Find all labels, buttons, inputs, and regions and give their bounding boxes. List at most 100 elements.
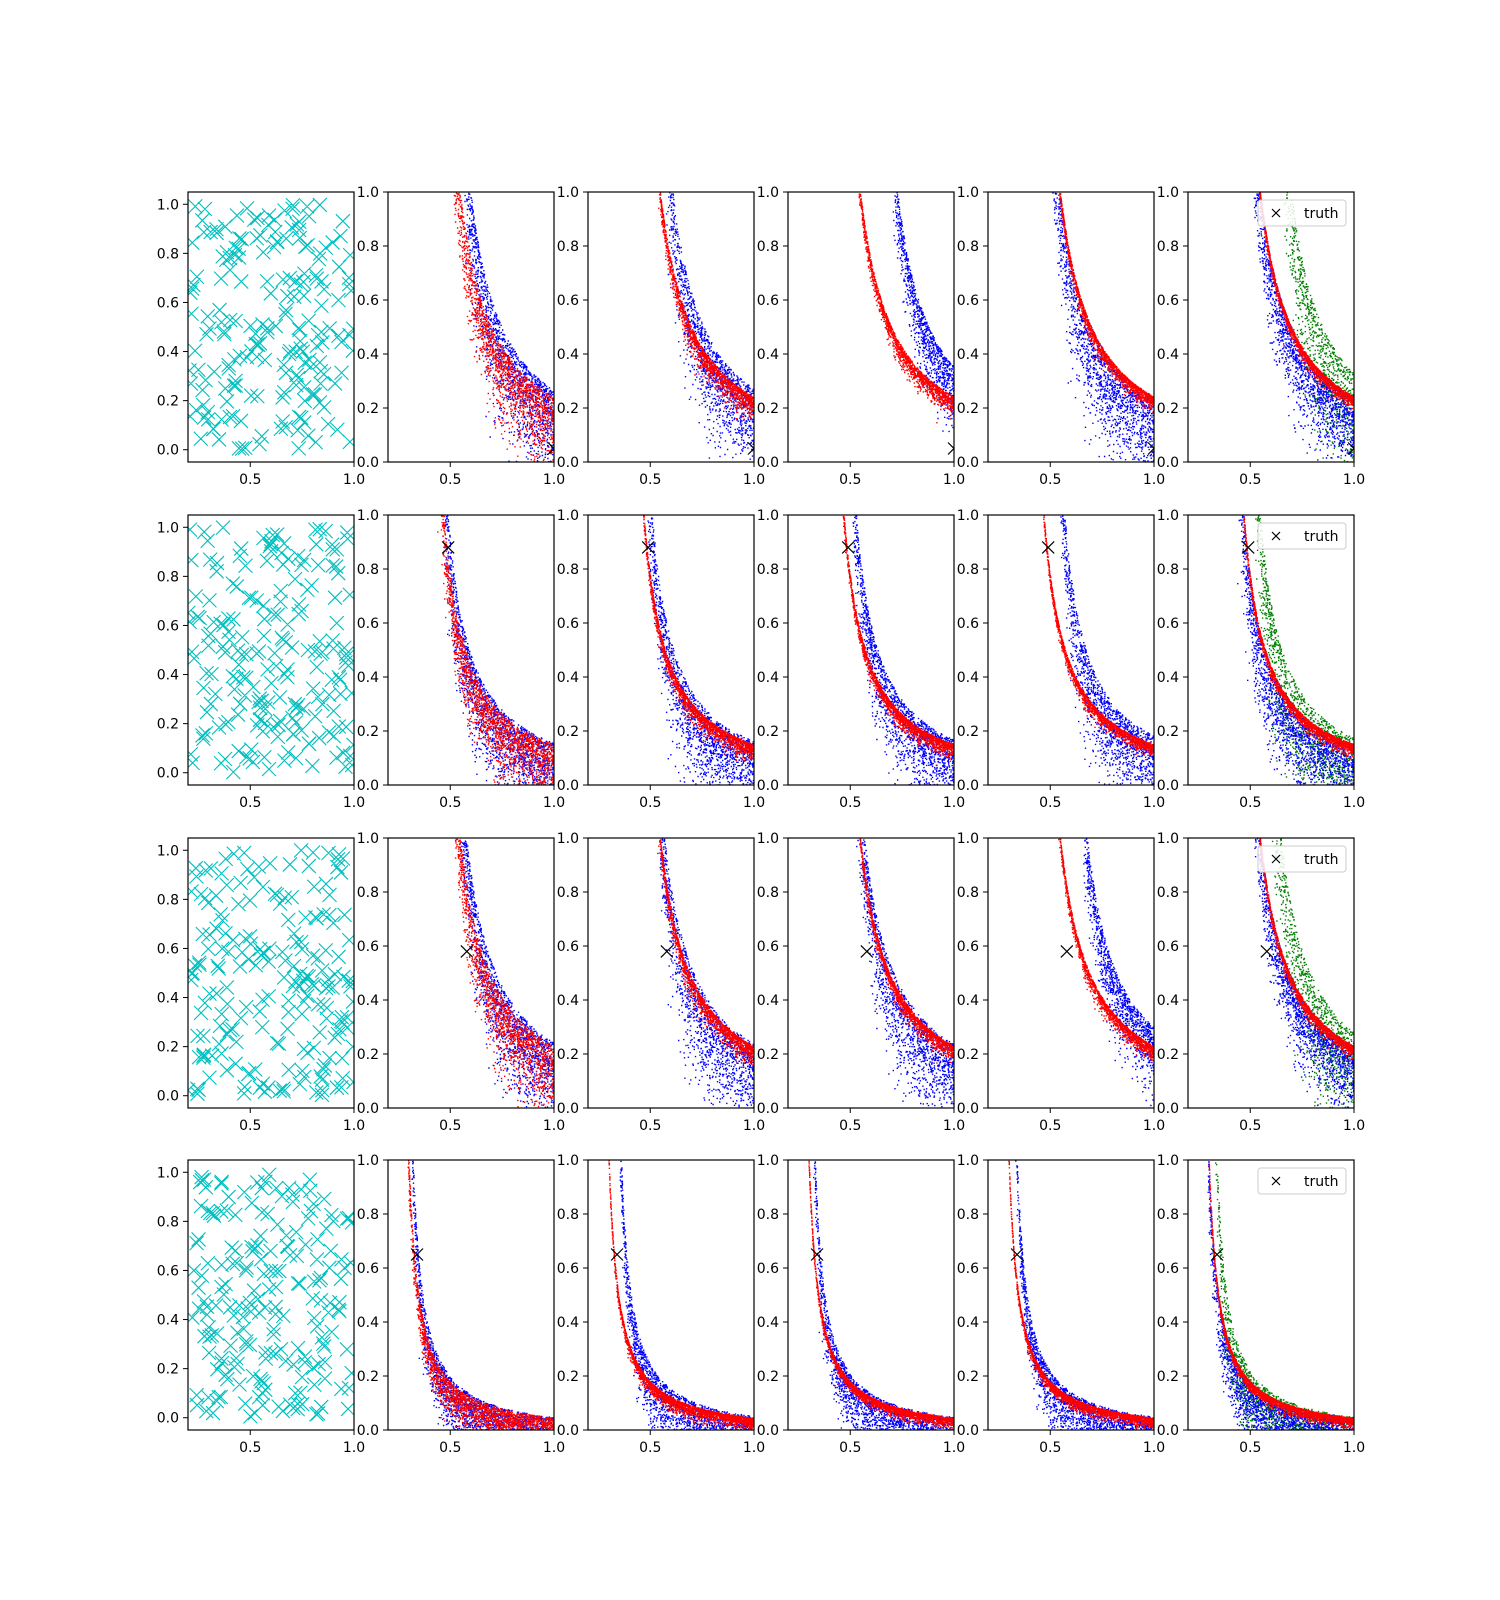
x-tick-label: 1.0 [543, 1118, 565, 1134]
x-tick-label: 1.0 [543, 795, 565, 811]
y-tick-label: 0.0 [157, 443, 179, 459]
y-tick-label: 0.0 [757, 455, 779, 471]
x-tick-label: 0.5 [1039, 795, 1061, 811]
y-tick-label: 0.2 [557, 1047, 579, 1063]
legend-label: truth [1304, 206, 1338, 222]
y-tick-label: 0.6 [357, 293, 379, 309]
x-tick-label: 1.0 [543, 1440, 565, 1456]
y-tick-label: 1.0 [157, 1165, 179, 1181]
y-tick-label: 0.4 [757, 993, 779, 1009]
y-tick-label: 0.8 [557, 239, 579, 255]
y-tick-label: 0.6 [1157, 293, 1179, 309]
y-tick-label: 0.6 [757, 1261, 779, 1277]
x-tick-label: 1.0 [343, 1118, 365, 1134]
y-tick-label: 0.2 [957, 724, 979, 740]
y-tick-label: 0.0 [557, 1423, 579, 1439]
y-tick-label: 1.0 [557, 1153, 579, 1169]
y-tick-label: 1.0 [557, 185, 579, 201]
x-tick-label: 1.0 [943, 472, 965, 488]
y-tick-label: 1.0 [757, 1153, 779, 1169]
y-tick-label: 0.6 [957, 293, 979, 309]
y-tick-label: 0.0 [957, 778, 979, 794]
x-tick-label: 0.5 [639, 472, 661, 488]
y-tick-label: 0.8 [157, 892, 179, 908]
y-tick-label: 0.8 [557, 562, 579, 578]
y-tick-label: 0.4 [157, 991, 179, 1007]
y-tick-label: 0.0 [357, 1423, 379, 1439]
x-tick-label: 0.5 [839, 1440, 861, 1456]
y-tick-label: 0.2 [957, 1369, 979, 1385]
y-tick-label: 0.6 [357, 616, 379, 632]
y-tick-label: 0.2 [357, 1047, 379, 1063]
y-tick-label: 0.0 [157, 766, 179, 782]
y-tick-label: 0.4 [157, 345, 179, 361]
y-tick-label: 0.6 [557, 939, 579, 955]
y-tick-label: 0.4 [957, 1315, 979, 1331]
y-tick-label: 0.0 [357, 1101, 379, 1117]
y-tick-label: 0.4 [357, 993, 379, 1009]
y-tick-label: 0.6 [157, 1263, 179, 1279]
y-tick-label: 0.4 [757, 1315, 779, 1331]
y-tick-label: 0.8 [357, 239, 379, 255]
x-tick-label: 0.5 [239, 1118, 261, 1134]
y-tick-label: 0.8 [757, 239, 779, 255]
legend-label: truth [1304, 1174, 1338, 1190]
y-tick-label: 0.4 [1157, 993, 1179, 1009]
y-tick-label: 0.8 [557, 1207, 579, 1223]
y-tick-label: 0.2 [357, 401, 379, 417]
x-tick-label: 1.0 [1143, 1118, 1165, 1134]
y-tick-label: 1.0 [157, 197, 179, 213]
y-tick-label: 0.0 [357, 778, 379, 794]
x-tick-label: 1.0 [343, 472, 365, 488]
legend-label: truth [1304, 529, 1338, 545]
y-tick-label: 0.0 [157, 1089, 179, 1105]
y-tick-label: 0.4 [957, 347, 979, 363]
y-tick-label: 0.0 [1157, 1423, 1179, 1439]
y-tick-label: 0.8 [757, 885, 779, 901]
x-tick-label: 0.5 [839, 472, 861, 488]
x-tick-label: 1.0 [1343, 795, 1365, 811]
x-tick-label: 0.5 [639, 795, 661, 811]
y-tick-label: 1.0 [757, 831, 779, 847]
y-tick-label: 1.0 [357, 1153, 379, 1169]
y-tick-label: 0.2 [1157, 1369, 1179, 1385]
y-tick-label: 0.8 [157, 1214, 179, 1230]
y-tick-label: 0.4 [957, 670, 979, 686]
y-tick-label: 0.4 [557, 670, 579, 686]
x-tick-label: 0.5 [1039, 1118, 1061, 1134]
x-tick-label: 0.5 [439, 1118, 461, 1134]
y-tick-label: 0.6 [757, 939, 779, 955]
y-tick-label: 0.6 [757, 616, 779, 632]
x-tick-label: 0.5 [1239, 472, 1261, 488]
y-tick-label: 0.4 [1157, 670, 1179, 686]
y-tick-label: 1.0 [757, 508, 779, 524]
y-tick-label: 0.8 [957, 239, 979, 255]
y-tick-label: 1.0 [957, 508, 979, 524]
x-tick-label: 1.0 [343, 795, 365, 811]
x-tick-label: 1.0 [943, 1440, 965, 1456]
y-tick-label: 0.0 [557, 778, 579, 794]
y-tick-label: 0.4 [757, 670, 779, 686]
y-tick-label: 0.2 [557, 1369, 579, 1385]
y-tick-label: 0.0 [957, 1101, 979, 1117]
y-tick-label: 0.0 [1157, 778, 1179, 794]
y-tick-label: 0.4 [357, 1315, 379, 1331]
y-tick-label: 0.8 [557, 885, 579, 901]
y-tick-label: 0.0 [957, 1423, 979, 1439]
y-tick-label: 0.6 [557, 293, 579, 309]
y-tick-label: 0.2 [957, 401, 979, 417]
y-tick-label: 0.6 [157, 618, 179, 634]
x-tick-label: 1.0 [1143, 1440, 1165, 1456]
y-tick-label: 0.2 [757, 1369, 779, 1385]
y-tick-label: 1.0 [357, 831, 379, 847]
x-tick-label: 0.5 [439, 1440, 461, 1456]
x-tick-label: 0.5 [1039, 472, 1061, 488]
y-tick-label: 0.2 [757, 401, 779, 417]
y-tick-label: 0.0 [357, 455, 379, 471]
x-tick-label: 0.5 [839, 795, 861, 811]
y-tick-label: 0.4 [957, 993, 979, 1009]
y-tick-label: 0.4 [1157, 347, 1179, 363]
x-tick-label: 1.0 [1343, 1440, 1365, 1456]
x-tick-label: 0.5 [639, 1118, 661, 1134]
